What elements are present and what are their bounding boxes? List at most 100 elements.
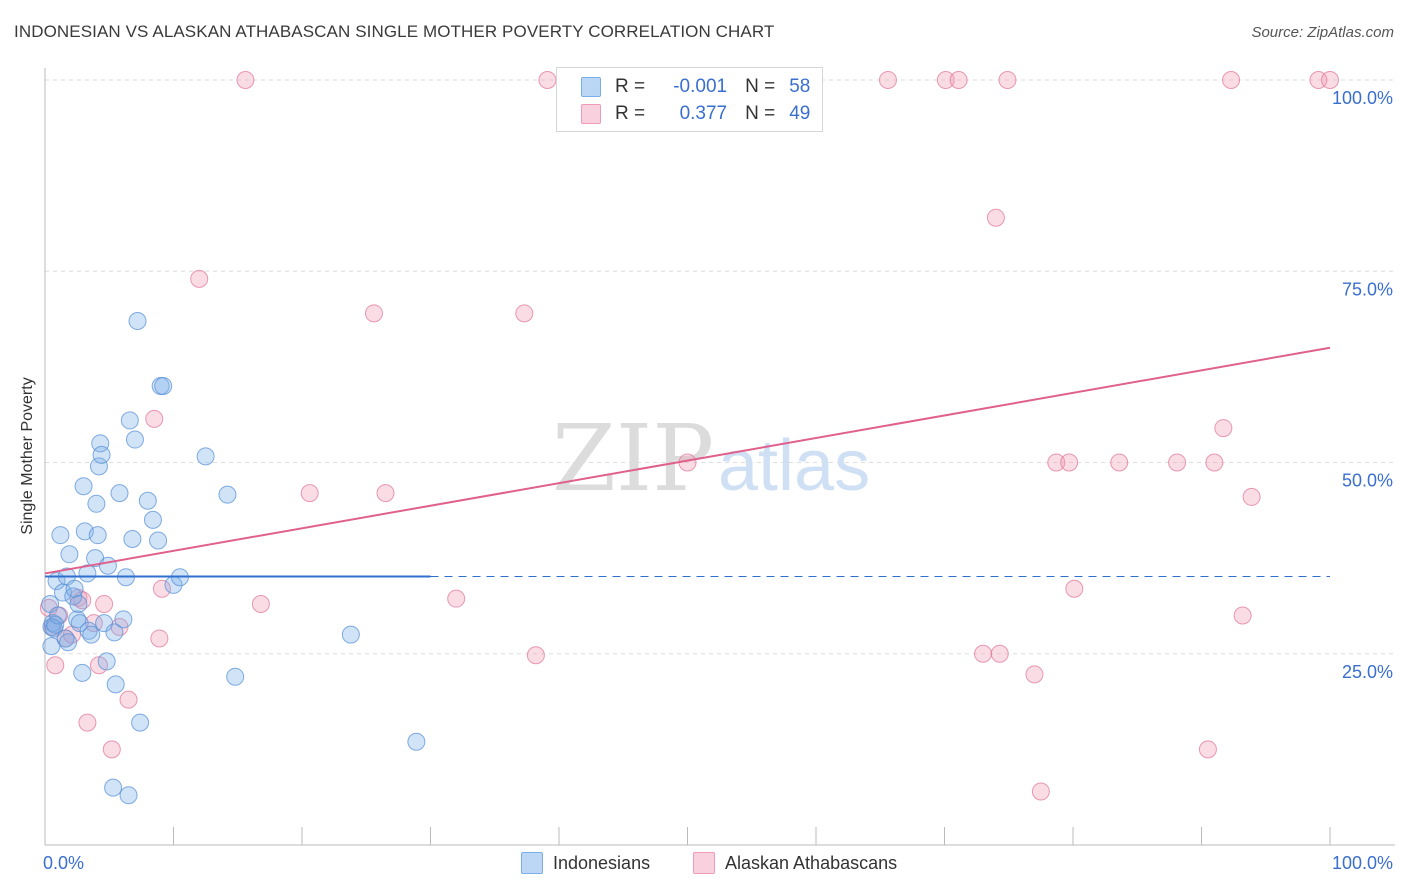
alaskan-point [986, 208, 1005, 227]
alaskan-point [998, 71, 1017, 89]
indonesian-point [120, 411, 139, 430]
indonesian-point [59, 633, 78, 652]
alaskan-point [145, 409, 164, 428]
y-axis-label: Single Mother Poverty [19, 377, 36, 535]
indonesian-point [138, 491, 157, 510]
alaskan-point [990, 644, 1009, 663]
alaskan-point [1047, 453, 1066, 472]
indonesian-point [69, 595, 88, 614]
indonesian-point [105, 623, 124, 642]
indonesian-point [92, 445, 111, 464]
indonesian-point [98, 556, 117, 575]
bottom-legend-alaskan: Alaskan Athabascans [693, 851, 897, 875]
y-tick-label: 75.0% [1342, 279, 1393, 299]
legend-row-alaskan: R = 0.377 N = 49 [581, 101, 810, 127]
alaskan-point [364, 304, 383, 323]
watermark: ZIP atlas [552, 405, 870, 512]
legend-row-indonesians: R = -0.001 N = 58 [581, 74, 810, 100]
legend-n-label: N = [745, 76, 776, 97]
bottom-legend-swatch-blue [521, 852, 543, 874]
alaskan-point [1031, 782, 1050, 801]
indonesian-point [125, 430, 144, 449]
legend-n-value: 49 [789, 103, 811, 124]
legend-r-value: -0.001 [673, 76, 728, 97]
indonesian-point [128, 311, 147, 330]
gridlines [45, 79, 1395, 655]
legend-r-value: 0.377 [679, 103, 728, 124]
indonesian-point [87, 494, 106, 513]
tick-labels: 25.0% 50.0% 75.0% 100.0% 0.0% 100.0% [43, 88, 1393, 873]
chart-source: Source: ZipAtlas.com [1251, 24, 1394, 41]
alaskan-point [1065, 579, 1084, 598]
bottom-legend-label-indonesians: Indonesians [553, 852, 651, 873]
indonesian-point [73, 663, 92, 682]
alaskan-point [1233, 606, 1252, 625]
indonesian-point [149, 531, 168, 550]
indonesian-point [42, 637, 61, 656]
alaskan-point [102, 740, 121, 759]
indonesian-point [46, 615, 65, 634]
indonesian-point [97, 652, 116, 671]
alaskan-point [515, 304, 534, 323]
indonesian-point [51, 526, 70, 545]
indonesian-point [91, 434, 110, 453]
indonesian-point [154, 377, 173, 395]
legend-swatch-blue [581, 77, 601, 97]
legend-swatch-pink [581, 104, 601, 124]
indonesian-point [131, 713, 150, 732]
alaskan-point [447, 589, 466, 608]
indonesian-point [218, 485, 237, 504]
alaskan-point [236, 71, 255, 89]
alaskan-point [949, 71, 968, 89]
alaskan-point [190, 269, 209, 288]
alaskan-point [251, 595, 270, 614]
correlation-legend: R = -0.001 N = 58 R = 0.377 N = 49 [556, 67, 823, 132]
alaskan-point [936, 71, 955, 89]
alaskan-point [46, 656, 65, 675]
alaskan-point [95, 595, 114, 614]
bottom-legend-label-alaskan: Alaskan Athabascans [725, 852, 898, 873]
legend-n-label: N = [745, 103, 776, 124]
indonesian-point [407, 732, 426, 751]
indonesian-point [106, 675, 125, 694]
indonesian-point [226, 667, 245, 686]
legend-n-value: 58 [789, 76, 811, 97]
y-tick-label: 25.0% [1342, 662, 1393, 682]
alaskan-point [526, 646, 545, 665]
bottom-legend-indonesians: Indonesians [521, 851, 650, 875]
axes [44, 68, 1395, 846]
indonesian-point [74, 477, 93, 496]
y-tick-label: 100.0% [1332, 88, 1393, 108]
alaskan-point [300, 484, 319, 503]
alaskan-point [1214, 419, 1233, 438]
indonesian-point [60, 545, 79, 564]
alaskan-point [152, 579, 171, 598]
legend-r-label: R = [615, 76, 646, 97]
alaskan-point [78, 713, 97, 732]
alaskan-point [974, 644, 993, 663]
y-tick-label: 50.0% [1342, 471, 1393, 491]
alaskan-point [119, 690, 138, 709]
alaskan-point [1198, 740, 1217, 759]
indonesian-point [114, 610, 133, 629]
indonesian-point [341, 625, 360, 644]
indonesian-point [95, 614, 114, 633]
indonesian-point [110, 484, 129, 503]
indonesian-point [82, 625, 101, 644]
indonesian-point [88, 526, 107, 545]
alaskan-point [150, 629, 169, 648]
chart-title: INDONESIAN VS ALASKAN ATHABASCAN SINGLE … [14, 22, 775, 41]
alaskan-point [1242, 487, 1261, 506]
trend-lines [44, 346, 1331, 578]
indonesian-point [123, 530, 142, 548]
indonesian-point [65, 579, 84, 598]
watermark-zip: ZIP [552, 405, 714, 512]
indonesian-point [70, 614, 89, 633]
x-tick-label: 100.0% [1332, 853, 1393, 873]
legend-r-label: R = [615, 103, 646, 124]
indonesian-point [104, 778, 123, 797]
alaskan-point [878, 71, 897, 89]
alaskan-point [1168, 453, 1187, 472]
alaskan-point [1110, 453, 1129, 472]
